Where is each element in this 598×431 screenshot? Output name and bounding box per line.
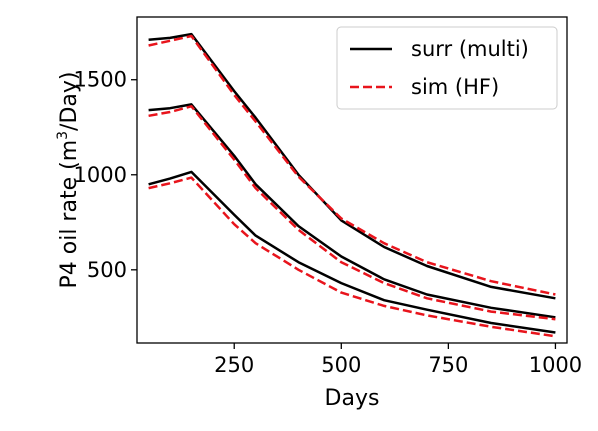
series-line-surr-multi-0 xyxy=(148,32,556,300)
legend: surr (multi) sim (HF) xyxy=(336,26,558,110)
x-axis: 250 500 750 1000 xyxy=(214,343,582,377)
series-line-surr-multi-4 xyxy=(148,170,556,334)
plot-frame xyxy=(136,16,568,344)
y-axis-label-main: P4 oil rate (m xyxy=(57,140,82,289)
x-tick-label-500: 500 xyxy=(321,353,361,377)
y-axis-label-tail: /Day) xyxy=(57,72,82,131)
legend-box xyxy=(336,26,558,110)
legend-label-sim: sim (HF) xyxy=(411,75,499,99)
series-line-surr-multi-2 xyxy=(148,103,556,319)
legend-label-surr: surr (multi) xyxy=(411,37,529,61)
series-layer xyxy=(148,32,556,338)
x-tick-label-250: 250 xyxy=(214,353,254,377)
y-tick-label-1000: 1000 xyxy=(74,163,127,187)
x-tick-label-750: 750 xyxy=(428,353,468,377)
y-tick-label-500: 500 xyxy=(87,258,127,282)
x-axis-label: Days xyxy=(325,386,380,411)
x-tick-label-1000: 1000 xyxy=(529,353,582,377)
y-axis-label: P4 oil rate (m3/Day) xyxy=(55,72,82,289)
series-line-sim-hf-5 xyxy=(148,176,556,338)
y-axis: 500 1000 1500 xyxy=(74,68,137,282)
y-axis-label-superscript: 3 xyxy=(55,131,71,140)
y-tick-label-1500: 1500 xyxy=(74,68,127,92)
